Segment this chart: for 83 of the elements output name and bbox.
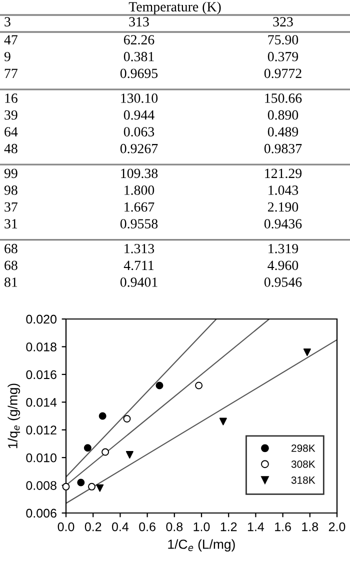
text: 77 [4, 68, 18, 78]
y-tick-label: 0.014 [26, 398, 57, 407]
category-label: 313 [129, 17, 149, 26]
point [77, 478, 85, 486]
text: 0.9772 [264, 68, 302, 78]
text: 31 [4, 219, 18, 228]
text: 1.667 [124, 202, 154, 212]
text: 150.66 [265, 94, 302, 103]
point [88, 482, 96, 490]
y-tick-label: 0.020 [26, 314, 56, 324]
point [126, 451, 134, 459]
text: 62.26 [124, 35, 154, 45]
point [156, 382, 164, 390]
point [96, 484, 104, 492]
text: 1.043 [268, 186, 298, 195]
text: 9 [4, 52, 10, 62]
text: 68 [4, 260, 18, 270]
text: 2.190 [268, 202, 298, 212]
y-tick-label: 0.010 [26, 453, 56, 462]
x-tick-label: 1.6 [275, 522, 291, 532]
x-tick-label: 1.8 [302, 522, 318, 532]
text: 130.10 [121, 94, 158, 103]
text: 0.9401 [120, 278, 158, 287]
text: 39 [4, 110, 18, 120]
text: 0.9695 [120, 68, 158, 78]
text: 47 [4, 35, 18, 44]
point [84, 444, 92, 452]
text: 0.9837 [264, 144, 302, 154]
text: 75.90 [268, 35, 298, 45]
text: 0.9436 [264, 219, 302, 229]
text: 0.489 [268, 127, 298, 137]
text: 121.29 [265, 168, 302, 178]
x-axis-title: 1/C$_{e}$ (L/mg) [168, 539, 235, 552]
y-tick-label: 0.008 [26, 481, 56, 490]
point [102, 448, 110, 456]
point [62, 482, 70, 490]
y-tick-label: 0.016 [26, 370, 56, 380]
text: 48 [4, 144, 18, 154]
text: 0.379 [268, 52, 298, 62]
text: Temperature (K) [128, 2, 221, 14]
text: 1.800 [124, 186, 154, 195]
text: 0.944 [124, 110, 154, 120]
point [123, 415, 131, 423]
text: 0.9546 [264, 278, 302, 287]
legend-label: 308K [291, 460, 316, 468]
text: 81 [4, 278, 18, 287]
x-tick-label: 0.2 [84, 522, 102, 532]
point [195, 382, 203, 390]
text: 1.313 [124, 244, 154, 254]
text: 1.319 [268, 244, 298, 254]
text: 98 [4, 186, 18, 195]
text: 68 [4, 244, 18, 254]
point [219, 418, 227, 426]
text: 0.381 [124, 52, 154, 62]
category-label: 3 [4, 17, 10, 26]
y-tick-label: 0.012 [26, 426, 56, 435]
legend-label: 318K [291, 476, 316, 484]
text: 109.38 [121, 168, 158, 178]
y-tick-label: 0.006 [26, 508, 56, 518]
text: 4.711 [124, 260, 154, 270]
point [98, 412, 106, 420]
text: 0.9558 [120, 219, 158, 229]
x-tick-label: 0.4 [112, 522, 129, 532]
point [303, 348, 311, 356]
text: 4.960 [268, 260, 298, 270]
text: 0.9267 [120, 144, 158, 154]
y-axis-title: 1/q$_{e}$ (g/mg) [8, 384, 20, 448]
x-tick-label: 2.0 [328, 522, 346, 532]
text: 0.063 [124, 127, 154, 137]
y-tick-label: 0.018 [26, 342, 56, 352]
x-tick-label: 0.0 [58, 522, 74, 532]
text: 99 [4, 168, 18, 178]
text: 0.890 [268, 110, 298, 120]
legend-label: 298K [292, 444, 316, 452]
x-tick-label: 0.8 [166, 522, 183, 532]
x-tick-label: 0.6 [139, 522, 156, 532]
text: 37 [4, 202, 18, 212]
text: 16 [5, 94, 18, 103]
x-tick-label: 1.0 [194, 522, 210, 532]
category-label: 323 [273, 17, 293, 26]
x-tick-label: 1.2 [220, 522, 237, 532]
x-tick-label: 1.4 [248, 522, 264, 532]
text: 64 [4, 127, 18, 136]
